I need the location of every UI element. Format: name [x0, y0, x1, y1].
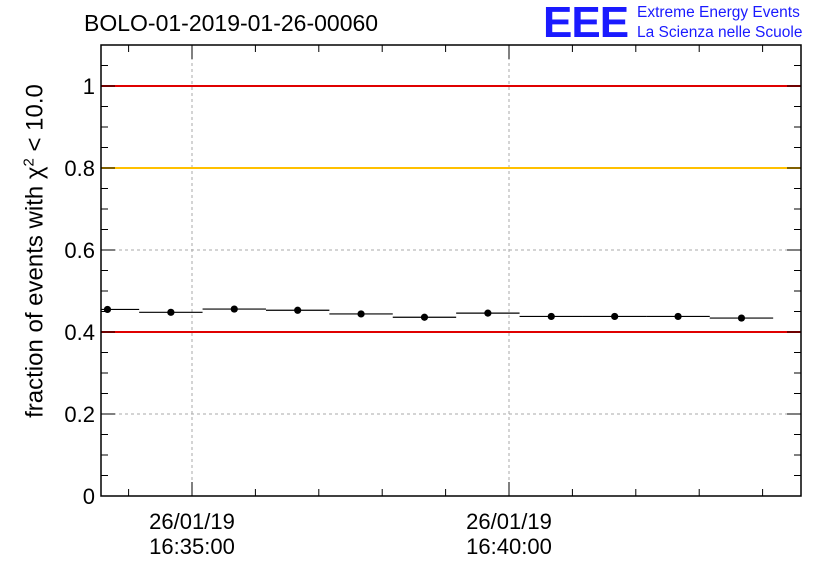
y-tick-label: 1 — [83, 74, 95, 99]
logo-line-1: Extreme Energy Events — [637, 4, 800, 21]
y-axis-label-sup: 2 — [20, 158, 38, 167]
data-point — [167, 308, 175, 316]
data-point — [674, 312, 682, 321]
data-point — [611, 312, 619, 321]
x-tick-time: 16:40:00 — [466, 534, 552, 559]
data-point — [357, 310, 365, 318]
y-tick-label: 0.4 — [64, 320, 95, 345]
x-tick-label: 26/01/19 16:40:00 — [466, 509, 552, 559]
data-point — [103, 305, 112, 314]
data-point — [547, 312, 555, 321]
eee-logo: EEE — [543, 0, 629, 47]
data-point — [294, 306, 302, 314]
y-tick-label: 0.8 — [64, 156, 95, 181]
data-point — [230, 305, 238, 313]
data-point — [737, 314, 746, 322]
y-axis-label: fraction of events with χ2 < 10.0 — [21, 84, 50, 418]
plot-frame — [100, 44, 802, 497]
x-tick-label: 26/01/19 16:35:00 — [149, 509, 235, 559]
eee-logo-text: Extreme Energy Events La Scienza nelle S… — [637, 3, 802, 43]
data-point — [420, 313, 429, 321]
y-tick-label: 0.2 — [64, 402, 95, 427]
data-point — [484, 309, 492, 317]
x-tick-date: 26/01/19 — [149, 509, 235, 534]
logo-line-2: La Scienza nelle Scuole — [637, 24, 803, 41]
y-axis-label-prefix: fraction of events with χ — [21, 166, 49, 418]
x-tick-time: 16:35:00 — [149, 534, 235, 559]
y-axis-label-suffix: < 10.0 — [21, 84, 49, 159]
x-tick-date: 26/01/19 — [466, 509, 552, 534]
y-tick-label: 0 — [83, 484, 95, 509]
y-tick-label: 0.6 — [64, 238, 95, 263]
chart-title: BOLO-01-2019-01-26-00060 — [84, 10, 379, 36]
